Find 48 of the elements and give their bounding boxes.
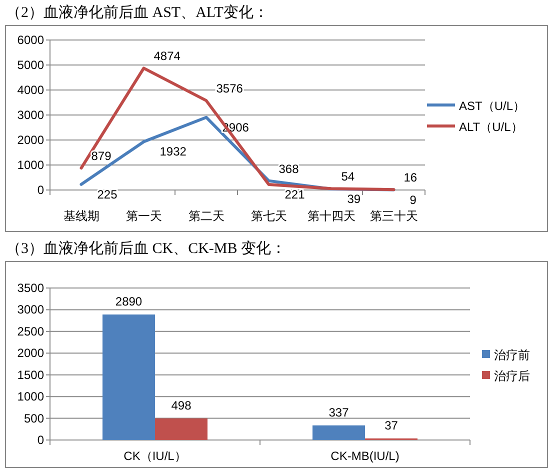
data-label: 368	[278, 162, 300, 176]
y-tick-label: 3000	[17, 108, 44, 122]
bar	[155, 418, 208, 440]
data-label: 221	[284, 187, 306, 202]
data-label: 54	[341, 170, 355, 184]
data-label: 39	[347, 192, 361, 206]
x-tick-label: 第一天	[126, 209, 162, 223]
data-label: 498	[171, 398, 192, 412]
x-tick-label: 第三十天	[370, 209, 418, 223]
x-tick-label: 第十四天	[307, 209, 356, 223]
y-tick-label: 2000	[17, 346, 44, 360]
x-tick-label: 基线期	[63, 209, 100, 223]
chart-title: （3）血液净化前后血 CK、CK-MB 变化：	[6, 240, 286, 257]
bar	[312, 425, 365, 440]
legend-label: ALT（U/L）	[459, 120, 523, 134]
y-tick-label: 3500	[17, 281, 44, 295]
y-tick-label: 1000	[17, 158, 44, 172]
y-tick-label: 500	[24, 411, 44, 426]
y-tick-label: 6000	[17, 33, 44, 47]
legend-label: 治疗前	[494, 348, 530, 362]
data-label: 16	[404, 170, 418, 185]
data-label: 37	[384, 418, 398, 432]
data-label: 2890	[115, 294, 142, 308]
bar	[102, 314, 155, 440]
y-tick-label: 1000	[17, 390, 44, 404]
legend-label: 治疗后	[494, 369, 530, 383]
y-tick-label: 0	[37, 183, 44, 197]
line-series	[80, 66, 396, 192]
data-label: 9	[410, 192, 417, 207]
y-tick-label: 5000	[17, 58, 44, 72]
data-label: 4874	[154, 49, 181, 64]
legend-label: AST（U/L）	[459, 99, 526, 113]
data-label: 1932	[160, 144, 187, 159]
y-tick-label: 2500	[17, 324, 44, 338]
y-tick-label: 2000	[17, 133, 44, 147]
y-tick-label: 1500	[17, 368, 44, 382]
data-label: 879	[91, 149, 112, 164]
data-label: 337	[328, 405, 350, 420]
x-tick-label: 第二天	[188, 209, 224, 223]
y-tick-label: 3000	[17, 302, 44, 317]
y-tick-label: 4000	[17, 83, 44, 97]
data-label: 3576	[216, 82, 244, 96]
x-tick-label: CK（IU/L）	[124, 449, 186, 463]
data-label: 225	[97, 187, 118, 202]
y-tick-label: 0	[37, 433, 44, 447]
x-tick-label: CK-MB(IU/L)	[330, 449, 400, 463]
x-tick-label: 第七天	[250, 209, 287, 223]
chart-title: （2）血液净化前后血 AST、ALT变化：	[6, 4, 268, 21]
